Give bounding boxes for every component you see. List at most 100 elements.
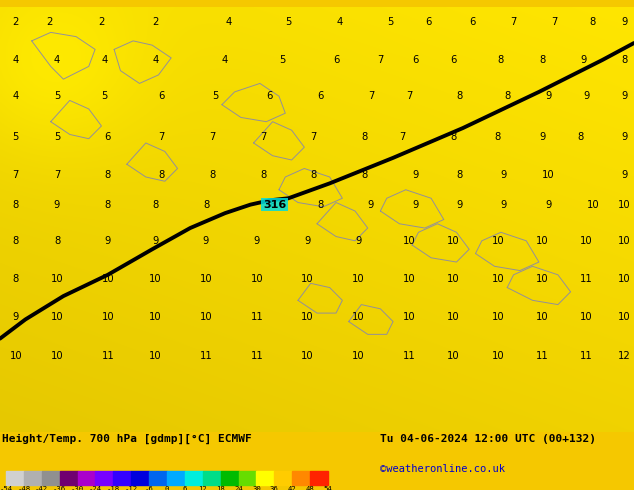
Text: 8: 8 [456,170,463,180]
Text: 10: 10 [101,274,114,284]
Text: -30: -30 [71,486,84,490]
Text: 10: 10 [491,236,504,246]
Text: 5: 5 [101,91,108,101]
Text: 9: 9 [412,199,418,210]
Text: 12: 12 [198,486,207,490]
Text: 9: 9 [152,236,158,246]
Text: 9: 9 [583,91,590,101]
Bar [42,471,60,485]
Text: 10: 10 [586,199,599,210]
Text: 5: 5 [279,55,285,65]
Text: 9: 9 [621,91,628,101]
Text: 10: 10 [447,274,460,284]
Text: 9: 9 [539,132,545,142]
Text: 7: 7 [158,132,165,142]
Text: 6: 6 [425,17,431,27]
Text: 8: 8 [158,170,165,180]
Text: 10: 10 [542,170,555,180]
Text: 8: 8 [577,132,583,142]
Text: 9: 9 [545,91,552,101]
Bar [60,471,77,485]
Text: ©weatheronline.co.uk: ©weatheronline.co.uk [380,464,505,474]
Bar [149,471,167,485]
Text: 10: 10 [149,274,162,284]
Text: 10: 10 [403,236,415,246]
Text: 5: 5 [54,132,60,142]
Text: 10: 10 [200,274,212,284]
Text: 9: 9 [456,199,463,210]
Text: 10: 10 [403,312,415,322]
Text: -18: -18 [107,486,120,490]
Text: 2: 2 [46,17,53,27]
Text: 10: 10 [10,351,22,361]
Text: 316: 316 [263,199,287,210]
Text: 7: 7 [260,132,266,142]
Text: 11: 11 [200,351,212,361]
Text: 6: 6 [469,17,476,27]
Text: 8: 8 [317,199,323,210]
Text: 7: 7 [368,91,374,101]
Text: 0: 0 [165,486,169,490]
Text: 10: 10 [200,312,212,322]
Text: 4: 4 [225,17,231,27]
Text: 4: 4 [152,55,158,65]
Text: 2: 2 [13,17,19,27]
Text: 7: 7 [311,132,317,142]
Text: 11: 11 [580,351,593,361]
Text: 6: 6 [158,91,165,101]
Text: 10: 10 [101,312,114,322]
Text: 24: 24 [234,486,243,490]
Text: 8: 8 [13,274,19,284]
Bar [292,471,310,485]
Text: 9: 9 [412,170,418,180]
Text: 7: 7 [377,55,384,65]
Text: 8: 8 [311,170,317,180]
Text: 10: 10 [491,274,504,284]
Text: 8: 8 [495,132,501,142]
Text: -6: -6 [145,486,153,490]
Bar [131,471,149,485]
Text: 10: 10 [491,351,504,361]
Text: 7: 7 [510,17,517,27]
Text: 54: 54 [323,486,332,490]
Text: 11: 11 [580,274,593,284]
Text: 9: 9 [254,236,260,246]
Bar [221,471,238,485]
Text: 10: 10 [536,236,548,246]
Text: 6: 6 [183,486,187,490]
Text: 10: 10 [301,351,314,361]
Text: Height/Temp. 700 hPa [gdmp][°C] ECMWF: Height/Temp. 700 hPa [gdmp][°C] ECMWF [2,434,252,444]
Text: 9: 9 [304,236,311,246]
Text: 10: 10 [352,351,365,361]
Text: 9: 9 [203,236,209,246]
Text: 8: 8 [13,199,19,210]
Text: 6: 6 [266,91,273,101]
Text: 5: 5 [54,91,60,101]
Text: 10: 10 [149,351,162,361]
Bar [275,471,292,485]
Text: 10: 10 [149,312,162,322]
Text: 7: 7 [209,132,216,142]
Text: 11: 11 [101,351,114,361]
Text: 10: 10 [447,351,460,361]
Text: 8: 8 [269,199,276,210]
Text: 4: 4 [101,55,108,65]
Text: Tu 04-06-2024 12:00 UTC (00+132): Tu 04-06-2024 12:00 UTC (00+132) [380,434,597,444]
Text: 8: 8 [260,170,266,180]
Bar [113,471,131,485]
Text: 18: 18 [216,486,225,490]
Text: 10: 10 [580,312,593,322]
Text: 6: 6 [317,91,323,101]
Text: 8: 8 [203,199,209,210]
Text: 10: 10 [618,199,631,210]
Text: 10: 10 [301,312,314,322]
Text: 7: 7 [13,170,19,180]
Text: 8: 8 [105,199,111,210]
Text: 9: 9 [501,199,507,210]
Text: 8: 8 [504,91,510,101]
Text: 8: 8 [498,55,504,65]
Text: 6: 6 [333,55,339,65]
Text: -12: -12 [125,486,138,490]
Bar [310,471,328,485]
Text: -36: -36 [53,486,66,490]
